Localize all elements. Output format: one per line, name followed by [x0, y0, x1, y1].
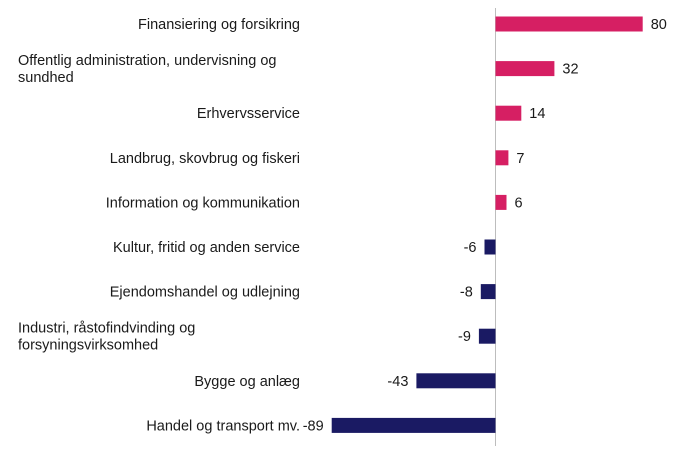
value-label-9: -89 [303, 418, 324, 434]
category-label-8: Bygge og anlæg [194, 374, 300, 390]
value-label-4: 6 [515, 195, 523, 211]
bar-7 [478, 328, 496, 344]
value-label-7: -9 [458, 329, 471, 345]
value-label-1: 32 [562, 62, 578, 78]
category-label-1-line-0: Offentlig administration, undervisning o… [18, 53, 276, 69]
value-label-5: -6 [464, 240, 477, 256]
category-label-7-line-0: Industri, råstofindvinding og [18, 321, 195, 337]
category-label-4: Information og kommunikation [106, 195, 300, 211]
category-label-2: Erhvervsservice [197, 106, 300, 122]
value-label-8: -43 [387, 374, 408, 390]
value-label-2: 14 [529, 106, 545, 122]
category-label-5: Kultur, fritid og anden service [113, 240, 300, 256]
bar-9 [331, 417, 496, 433]
bar-4 [495, 194, 507, 210]
value-label-3: 7 [516, 151, 524, 167]
bar-6 [480, 284, 496, 300]
category-label-6: Ejendomshandel og udlejning [110, 285, 300, 301]
bar-5 [484, 239, 496, 255]
value-label-0: 80 [651, 17, 667, 33]
category-label-9: Handel og transport mv. [146, 418, 300, 434]
category-label-3: Landbrug, skovbrug og fiskeri [110, 151, 300, 167]
bar-1 [495, 61, 555, 77]
bar-3 [495, 150, 509, 166]
category-label-1-line-1: sundhed [18, 70, 74, 86]
bar-2 [495, 105, 522, 121]
category-label-0: Finansiering og forsikring [138, 17, 300, 33]
bar-0 [495, 16, 643, 32]
value-labels-group: 80 32 14 7 6 -6 -8 -9 -43 -89 [303, 17, 667, 434]
category-labels-group: Finansiering og forsikring Offentlig admi… [18, 17, 300, 434]
bars-group [331, 16, 643, 433]
value-label-6: -8 [460, 285, 473, 301]
category-label-7-line-1: forsyningsvirksomhed [18, 338, 158, 354]
bar-8 [416, 373, 496, 389]
